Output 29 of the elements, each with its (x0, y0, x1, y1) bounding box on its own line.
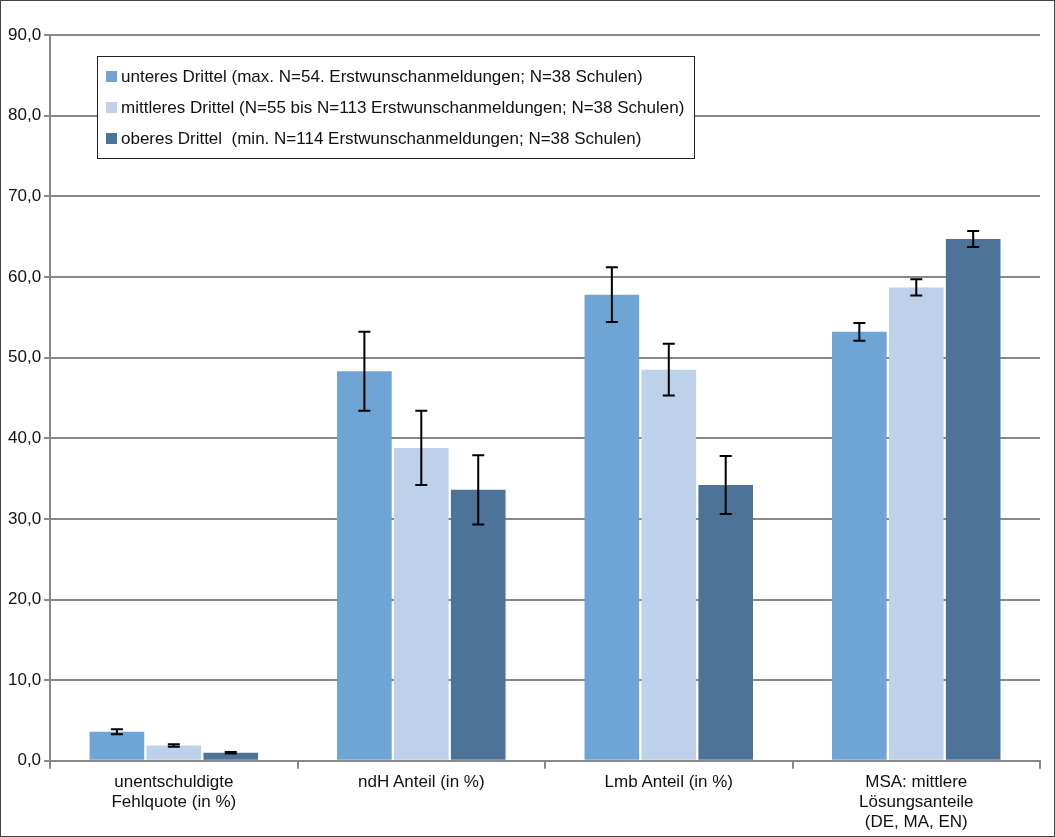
x-tick-label: unentschuldigte Fehlquote (in %) (111, 771, 237, 812)
y-tick-label: 90,0 (7, 24, 42, 44)
x-tick-label: MSA: mittlere Lösungsanteile (DE, MA, EN) (859, 771, 974, 832)
bar (698, 485, 754, 760)
bar (584, 294, 640, 760)
bar (450, 489, 506, 760)
bar (337, 371, 392, 760)
y-tick-label: 60,0 (7, 266, 42, 286)
y-tick-label: 80,0 (7, 105, 42, 125)
legend-label: oberes Drittel (min. N=114 Erstwunschanmeldungen; N=38 Schulen) (121, 129, 642, 148)
legend-label: unteres Drittel (max. N=54. Erstwunschanmeldungen; N=38 Schulen) (121, 67, 643, 86)
y-tick-label: 40,0 (7, 427, 42, 447)
bar (832, 331, 887, 760)
y-tick-label: 10,0 (7, 669, 42, 689)
y-tick-label: 20,0 (7, 589, 42, 609)
y-tick-label: 0,0 (17, 750, 42, 770)
x-tick-label: ndH Anteil (in %) (357, 771, 485, 791)
y-tick-label: 50,0 (7, 347, 42, 367)
y-tick-label: 30,0 (7, 508, 42, 528)
y-tick-label: 70,0 (7, 185, 42, 205)
legend-label: mittleres Drittel (N=55 bis N=113 Erstwunschanmeldungen; N=38 Schulen) (121, 98, 685, 117)
bar (641, 369, 697, 760)
bar (146, 745, 202, 760)
bar (393, 447, 449, 760)
bar (888, 287, 944, 760)
bar (89, 731, 145, 760)
bar (945, 239, 1001, 760)
bar (203, 752, 259, 760)
x-tick-label: Lmb Anteil (in %) (604, 771, 734, 791)
